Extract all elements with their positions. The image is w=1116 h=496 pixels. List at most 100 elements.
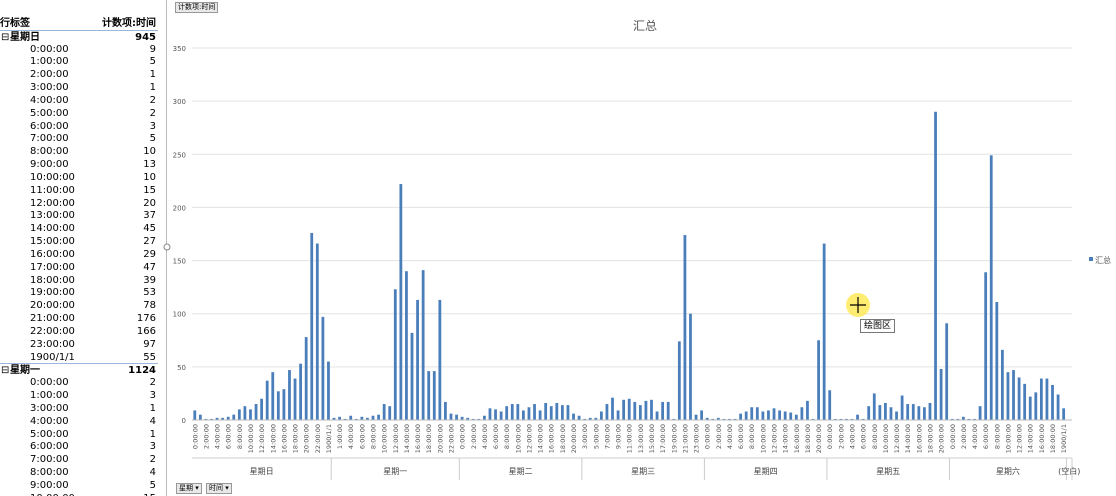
bar [755,407,759,420]
bar [716,417,720,420]
x-tick-label: 20:00:00 [303,424,311,453]
row-value: 45 [143,223,156,235]
x-tick-label: 15:00:00 [648,424,656,453]
bar [633,401,637,420]
table-row: 5:00:00 2 [0,107,158,120]
row-value: 10 [143,171,156,183]
row-value: 78 [143,300,156,312]
x-tick-label: 4:00:00 [971,424,979,449]
row-value: 1 [149,69,156,81]
bar [767,410,770,420]
row-value: 9 [149,43,156,55]
bar [1023,383,1027,420]
table-row: 14:00:00 45 [0,222,158,235]
row-value: 2 [149,94,156,106]
x-tick-label: 2:00:00 [470,424,478,449]
bar [772,408,776,420]
row-label: 7:00:00 [30,454,69,466]
bar [917,406,921,420]
bar [1062,408,1066,420]
row-label: 1:00:00 [30,56,69,68]
x-tick-label: 8:00:00 [993,424,1001,449]
x-tick-label: 1900/1/1 [1060,424,1068,453]
row-label: 5:00:00 [30,428,69,440]
x-tick-label: 14:00:00 [269,424,277,453]
bar [371,415,375,420]
x-tick-label: 0:00:00 [826,424,834,449]
bar [900,395,904,420]
bar [1006,372,1010,420]
bar [215,417,219,420]
row-value: 166 [136,325,156,337]
bar [432,371,436,420]
table-row: 23:00:00 97 [0,338,158,351]
bar [895,411,898,420]
row-value: 37 [143,210,156,222]
table-row: 2:00:00 1 [0,68,158,81]
bar [677,341,681,420]
bar [995,302,999,420]
bar [293,378,297,420]
x-tick-label: 8:00:00 [748,424,756,449]
table-row: 15:00:00 27 [0,235,158,248]
bar [655,411,659,420]
x-tick-label: 6:00:00 [492,424,500,449]
bar [833,418,837,420]
x-tick-label: 8:00:00 [236,424,244,449]
x-tick-label: 18:00:00 [559,424,567,453]
filter-button[interactable]: 计数项:时间 [175,2,219,13]
bar [237,409,241,420]
axis-field-button[interactable]: 星期 ▾ [176,483,202,494]
bar [850,418,854,420]
bar [700,410,704,420]
table-row: 9:00:00 5 [0,479,158,492]
row-label: 6:00:00 [30,441,69,453]
bar [527,407,531,420]
x-tick-label: 16:00:00 [793,424,801,453]
x-tick-label: 14:00:00 [403,424,411,453]
group-row: ⊟ 星期日 945 [0,29,158,44]
table-row: 3:00:00 1 [0,402,158,415]
bar [728,418,731,420]
bar [934,111,937,421]
bar [1000,349,1004,420]
bar [366,417,369,420]
x-tick-label: 23:00:00 [693,424,701,453]
bar [377,414,380,420]
bar [477,418,481,420]
x-tick-label: 10:00:00 [759,424,767,453]
x-tick-label: 20:00:00 [570,424,578,453]
row-value: 5 [149,133,156,145]
x-tick-label: 8:00:00 [503,424,511,449]
bar [399,184,403,420]
x-tick-label: 4:00:00 [726,424,734,449]
x-tick-label: 12:00:00 [893,424,901,453]
x-tick-label: 18:00:00 [425,424,433,453]
x-tick-label: 21:00:00 [681,424,689,453]
row-value: 53 [143,287,156,299]
x-tick-label: 12:00:00 [771,424,779,453]
bar [349,415,353,420]
bar [210,418,213,420]
x-tick-label: 16:00:00 [280,424,288,453]
bar [299,363,302,420]
row-value: 5 [149,479,156,491]
x-tick-label: 20:00:00 [938,424,946,453]
axis-field-button[interactable]: 时间 ▾ [206,483,232,494]
row-label: 5:00:00 [30,107,69,119]
bar [343,418,347,420]
bar [794,414,798,420]
bar [444,401,447,420]
resize-handle[interactable] [163,243,171,251]
row-label: 3:00:00 [30,82,69,94]
row-value: 39 [143,274,156,286]
x-tick-label: 2:00:00 [202,424,210,449]
row-label: 10:00:00 [30,492,75,496]
bar [984,272,988,420]
bar [839,418,843,420]
bar [1034,392,1038,420]
group-label: 星期日 [250,467,274,476]
bar [761,411,765,420]
